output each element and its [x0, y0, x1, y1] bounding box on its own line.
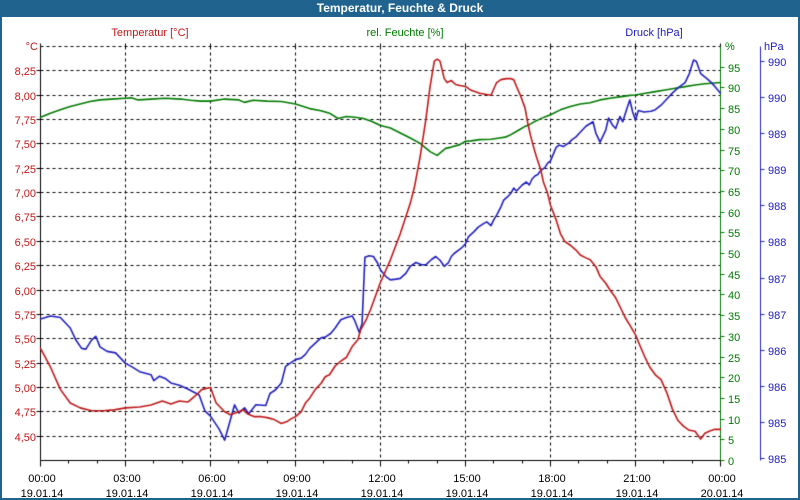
time-label: 12:00: [368, 473, 396, 485]
time-label: 21:00: [623, 473, 651, 485]
humidity-axis-label: 60: [728, 207, 741, 220]
date-label: 19.01.14: [105, 488, 149, 500]
humidity-axis-label: 70: [728, 166, 741, 179]
temp-unit-label: °C: [25, 41, 38, 53]
date-label: 19.01.14: [445, 488, 489, 500]
temp-axis-label: 5,75: [14, 309, 36, 322]
date-label: 19.01.14: [615, 488, 659, 500]
humidity-axis-label: 10: [728, 414, 741, 427]
pressure-unit-label: hPa: [764, 41, 784, 53]
humidity-axis-label: 80: [728, 124, 741, 137]
pressure-axis-label: 985: [768, 454, 787, 466]
time-label: 00:00: [708, 473, 736, 485]
temp-axis-label: 7,75: [14, 115, 36, 128]
pressure-axis-label: 988: [768, 201, 787, 214]
humidity-axis-label: 75: [728, 145, 741, 158]
time-label: 03:00: [113, 473, 141, 485]
pressure-axis-label: 986: [768, 345, 787, 358]
pressure-axis-label: 990: [768, 57, 787, 69]
legend-pressure: Druck [hPa]: [625, 27, 683, 39]
temp-axis-label: 7,25: [14, 163, 36, 176]
humidity-axis-label: 50: [728, 249, 741, 261]
pressure-axis-label: 989: [768, 165, 787, 178]
temp-axis-label: 5,50: [14, 334, 36, 347]
temp-axis-label: 7,50: [14, 139, 36, 152]
pressure-axis-label: 987: [768, 309, 787, 322]
temp-axis-label: 8,25: [14, 66, 36, 79]
pressure-axis-label: 990: [768, 93, 787, 106]
temp-axis-label: 6,25: [14, 261, 36, 274]
time-label: 09:00: [283, 473, 311, 485]
temp-axis-label: 5,00: [14, 382, 36, 395]
legend-temperature: Temperatur [°C]: [111, 27, 189, 39]
humidity-axis-label: 0: [728, 456, 735, 468]
date-label: 20.01.14: [700, 488, 744, 500]
humidity-axis-label: 5: [728, 435, 735, 448]
temp-axis-label: 5,25: [14, 358, 36, 371]
time-label: 06:00: [198, 473, 226, 485]
window-title: Temperatur, Feuchte & Druck: [2, 2, 798, 17]
temp-axis-label: 6,50: [14, 236, 36, 249]
date-label: 19.01.14: [530, 488, 574, 500]
date-label: 19.01.14: [20, 488, 64, 500]
date-label: 19.01.14: [275, 488, 319, 500]
temp-axis-label: 4,50: [14, 431, 36, 444]
pressure-axis-label: 985: [768, 417, 787, 430]
humidity-axis-label: 45: [728, 269, 741, 282]
legend-humidity: rel. Feuchte [%]: [366, 27, 444, 39]
humidity-axis-label: 65: [728, 186, 741, 199]
temp-axis-label: 6,00: [14, 285, 36, 298]
pressure-axis-label: 988: [768, 237, 787, 250]
time-label: 00:00: [28, 473, 56, 485]
date-label: 19.01.14: [190, 488, 234, 500]
temp-axis-label: 6,75: [14, 212, 36, 225]
humidity-axis-label: 95: [728, 62, 741, 75]
humidity-axis-label: 55: [728, 228, 741, 241]
humidity-axis-label: 25: [728, 352, 741, 365]
pressure-axis-label: 987: [768, 273, 787, 286]
date-label: 19.01.14: [360, 488, 404, 500]
humidity-axis-label: 35: [728, 311, 741, 324]
temp-axis-label: 8,00: [14, 90, 36, 103]
humidity-axis-label: 30: [728, 331, 741, 344]
humidity-axis-label: 15: [728, 393, 741, 406]
time-label: 18:00: [538, 473, 566, 485]
humidity-axis-label: 20: [728, 373, 741, 386]
pressure-axis-label: 989: [768, 129, 787, 142]
time-label: 15:00: [453, 473, 481, 485]
humidity-unit-label: %: [725, 41, 735, 53]
temp-axis-label: 4,75: [14, 407, 36, 420]
temp-axis-label: 7,00: [14, 188, 36, 201]
pressure-axis-label: 986: [768, 381, 787, 394]
humidity-axis-label: 90: [728, 83, 741, 96]
humidity-axis-label: 85: [728, 104, 741, 117]
humidity-axis-label: 40: [728, 290, 741, 303]
